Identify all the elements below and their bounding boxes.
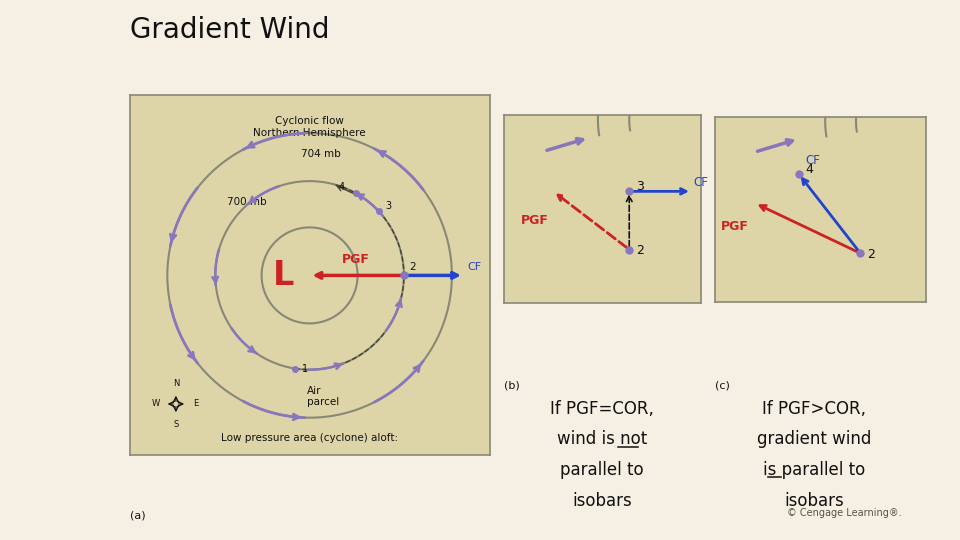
Text: Cyclonic flow
Northern Hemisphere: Cyclonic flow Northern Hemisphere [253,116,366,138]
Text: W: W [152,400,160,408]
Text: gradient wind: gradient wind [756,430,872,448]
Text: isobars: isobars [572,492,632,510]
Text: PGF: PGF [721,220,749,233]
Text: Gradient Wind: Gradient Wind [130,16,329,44]
Text: parallel to: parallel to [560,461,644,479]
Text: S: S [173,420,179,429]
Text: (b): (b) [504,381,519,391]
Text: 2: 2 [409,262,416,272]
Text: 1: 1 [301,364,308,374]
Text: isobars: isobars [784,492,844,510]
Text: 4: 4 [804,163,813,176]
Text: 704 mb: 704 mb [301,149,341,159]
Text: is parallel to: is parallel to [763,461,865,479]
Text: 700 mb: 700 mb [228,197,267,207]
Text: L: L [274,259,295,292]
Text: (a): (a) [130,510,145,521]
Text: PGF: PGF [342,253,370,266]
Text: © Cengage Learning®.: © Cengage Learning®. [787,508,902,518]
Text: (c): (c) [715,381,730,391]
Text: CF: CF [804,154,820,167]
Text: CF: CF [694,176,708,188]
Text: Low pressure area (cyclone) aloft:: Low pressure area (cyclone) aloft: [221,433,398,443]
Text: N: N [173,380,180,388]
Text: PGF: PGF [521,214,549,227]
Text: 3: 3 [385,201,392,211]
Text: E: E [193,400,199,408]
Text: Air
parcel: Air parcel [307,386,339,407]
Text: CF: CF [468,262,481,272]
Text: wind is not: wind is not [557,430,647,448]
Text: If PGF=COR,: If PGF=COR, [550,400,654,417]
Text: 2: 2 [636,244,644,257]
Text: 4: 4 [339,181,345,192]
Text: 2: 2 [868,248,876,261]
Text: 3: 3 [636,180,644,193]
Text: If PGF>COR,: If PGF>COR, [762,400,866,417]
